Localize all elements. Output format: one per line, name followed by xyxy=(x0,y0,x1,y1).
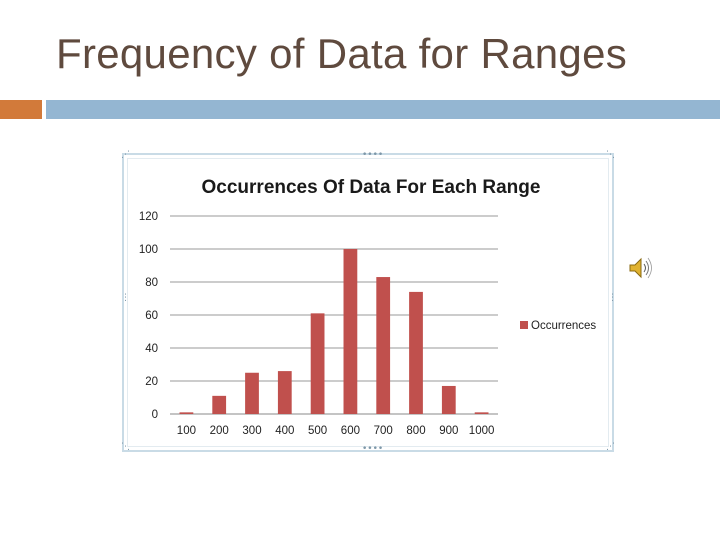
bars xyxy=(179,249,489,414)
resize-handle-bottom[interactable]: •••• xyxy=(362,444,384,454)
bar-400 xyxy=(277,371,292,414)
chart-svg: Occurrences Of Data For Each Range 0 20 40… xyxy=(139,177,597,437)
y-tick-label: 20 xyxy=(145,376,158,388)
y-tick-label: 40 xyxy=(145,343,158,355)
legend: Occurrences xyxy=(520,320,596,332)
chart-inner-border xyxy=(127,158,609,447)
bar-300 xyxy=(245,372,259,414)
accent-bar-orange xyxy=(0,100,42,119)
bar-100 xyxy=(179,412,194,414)
resize-handle-left[interactable]: ⋮ xyxy=(121,293,130,303)
legend-swatch xyxy=(520,321,528,329)
y-tick-label: 80 xyxy=(145,277,158,289)
resize-handle-top-right[interactable]: ⋱ xyxy=(606,150,615,160)
bar-500 xyxy=(310,313,325,414)
x-tick-label: 700 xyxy=(374,425,393,437)
y-tick-label: 120 xyxy=(139,211,158,223)
bar-700 xyxy=(376,277,391,414)
x-tick-label: 400 xyxy=(275,425,294,437)
y-axis-ticks: 0 20 40 60 80 100 120 xyxy=(139,211,158,421)
x-tick-label: 500 xyxy=(308,425,327,437)
x-tick-label: 300 xyxy=(242,425,261,437)
y-tick-label: 100 xyxy=(139,244,158,256)
chart-title: Occurrences Of Data For Each Range xyxy=(202,177,541,198)
bar-600 xyxy=(343,249,358,414)
x-tick-label: 600 xyxy=(341,425,360,437)
x-tick-label: 900 xyxy=(439,425,458,437)
x-tick-label: 200 xyxy=(210,425,229,437)
slide-title: Frequency of Data for Ranges xyxy=(56,30,628,77)
gridlines xyxy=(170,215,498,415)
chart-container[interactable]: •••• •••• ⋮ ⋮ ⋰ ⋱ ⋱ ⋰ Occurrences Of Dat… xyxy=(121,150,617,454)
bar-900 xyxy=(441,385,456,414)
y-tick-label: 60 xyxy=(145,310,158,322)
bar-1000 xyxy=(474,412,489,414)
x-tick-label: 1000 xyxy=(469,425,495,437)
bar-200 xyxy=(212,395,227,414)
accent-bar-blue xyxy=(46,100,720,119)
x-tick-label: 800 xyxy=(406,425,425,437)
resize-handle-right[interactable]: ⋮ xyxy=(608,293,617,303)
x-axis-ticks: 100 200 300 400 500 600 700 800 900 1000 xyxy=(177,425,495,437)
resize-handle-top[interactable]: •••• xyxy=(362,150,384,160)
resize-handle-bottom-right[interactable]: ⋰ xyxy=(606,442,615,452)
bar-800 xyxy=(409,291,423,414)
legend-label: Occurrences xyxy=(531,320,596,332)
resize-handle-bottom-left[interactable]: ⋱ xyxy=(121,442,130,452)
resize-handle-top-left[interactable]: ⋰ xyxy=(121,150,130,160)
speaker-icon[interactable] xyxy=(628,256,654,280)
x-tick-label: 100 xyxy=(177,425,196,437)
y-tick-label: 0 xyxy=(152,409,158,421)
